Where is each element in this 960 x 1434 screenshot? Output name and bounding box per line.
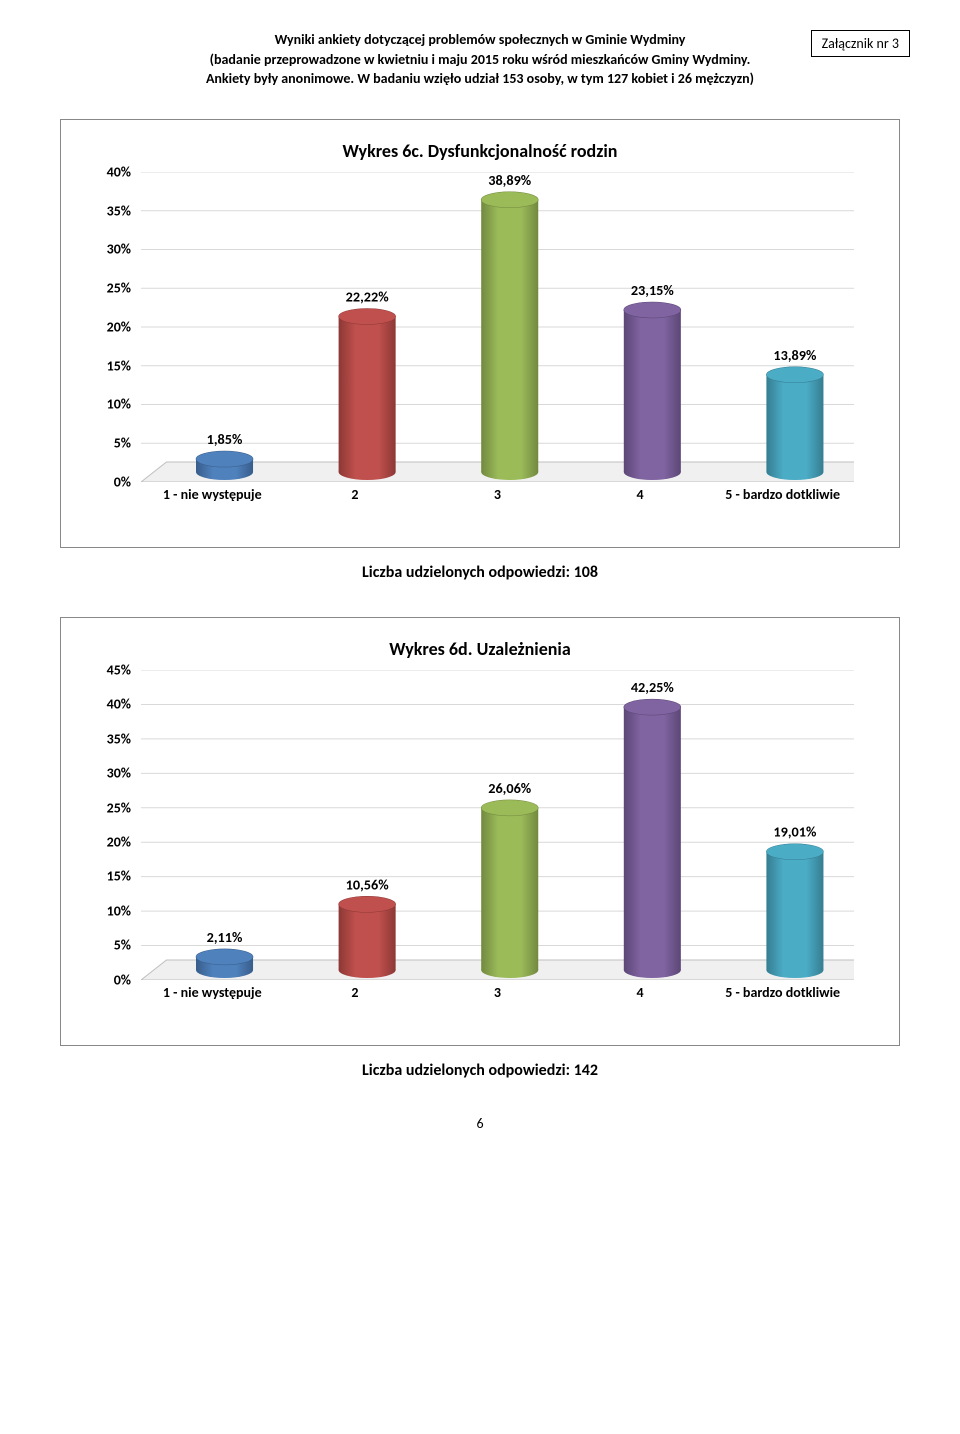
chart-6d-area: 0%5%10%15%20%25%30%35%40%45% 2,11%10,56%… xyxy=(141,670,854,1020)
chart-6d-yaxis: 0%5%10%15%20%25%30%35%40%45% xyxy=(86,670,136,980)
chart-6c-bar xyxy=(766,375,823,472)
chart-6c-title: Wykres 6c. Dysfunkcjonalność rodzin xyxy=(86,140,874,162)
chart-6c-svg: 1,85% 22,22% 38,89% 23,15% 13,89% xyxy=(141,172,854,482)
header-line3: Ankiety były anonimowe. W badaniu wzięło… xyxy=(60,69,900,89)
chart-6d-xlabel: 3 xyxy=(426,980,569,1020)
chart-6d-ytick: 10% xyxy=(107,902,131,919)
chart-6d-xlabel: 4 xyxy=(569,980,712,1020)
chart-6c-ytick: 35% xyxy=(107,202,131,219)
chart-6d-svg: 2,11% 10,56% 26,06% 42,25% 19,01% xyxy=(141,670,854,980)
chart-6c-xlabel: 1 - nie występuje xyxy=(141,482,284,522)
chart-6d-ytick: 45% xyxy=(107,661,131,678)
chart-6c-ytick: 25% xyxy=(107,280,131,297)
page: Wyniki ankiety dotyczącej problemów społ… xyxy=(0,0,960,1162)
appendix-label: Załącznik nr 3 xyxy=(811,30,910,57)
chart-6c-bar xyxy=(339,316,396,472)
chart-6d-bar xyxy=(339,904,396,970)
chart-6c-bar-value: 13,89% xyxy=(773,347,816,364)
chart-6c-xlabel: 2 xyxy=(284,482,427,522)
chart-6c-caption: Liczba udzielonych odpowiedzi: 108 xyxy=(60,563,900,582)
chart-6c-bar-value: 23,15% xyxy=(631,282,674,299)
chart-6c-ytick: 10% xyxy=(107,396,131,413)
chart-6c-xlabel: 3 xyxy=(426,482,569,522)
chart-6d-xlabel: 5 - bardzo dotkliwie xyxy=(711,980,854,1020)
chart-6c-ytick: 5% xyxy=(114,435,131,452)
chart-6d-container: Wykres 6d. Uzależnienia 0% 5% 10% 15% 20% 25%… xyxy=(60,617,900,1046)
chart-6d-xlabel: 1 - nie występuje xyxy=(141,980,284,1020)
header-line2: (badanie przeprowadzone w kwietniu i maj… xyxy=(60,50,900,70)
page-number: 6 xyxy=(60,1115,900,1132)
chart-6d-bar xyxy=(624,707,681,970)
chart-6d-ytick: 5% xyxy=(114,937,131,954)
chart-6c-xaxis: 1 - nie występuje2345 - bardzo dotkliwie xyxy=(141,482,854,522)
chart-6d-bar-value: 2,11% xyxy=(207,929,243,946)
chart-6c-bar-value: 1,85% xyxy=(207,431,243,448)
chart-6c-ytick: 0% xyxy=(114,473,131,490)
chart-6c-area: 0%5%10%15%20%25%30%35%40% 1,85%22,22%38,… xyxy=(141,172,854,522)
chart-6d-ytick: 20% xyxy=(107,834,131,851)
chart-6c-xlabel: 5 - bardzo dotkliwie xyxy=(711,482,854,522)
chart-6c-ytick: 30% xyxy=(107,241,131,258)
chart-6c-bar xyxy=(481,200,538,472)
chart-6c-plot: 1,85% 22,22% 38,89% 23,15% 13,89% xyxy=(141,172,854,482)
chart-6c-bar-value: 22,22% xyxy=(346,288,389,305)
header-text: Wyniki ankiety dotyczącej problemów społ… xyxy=(60,30,900,89)
chart-6c-ytick: 40% xyxy=(107,163,131,180)
chart-6c-yaxis: 0%5%10%15%20%25%30%35%40% xyxy=(86,172,136,482)
chart-6d-bar xyxy=(481,808,538,970)
chart-6d-ytick: 15% xyxy=(107,868,131,885)
chart-6d-ytick: 25% xyxy=(107,799,131,816)
chart-6c-xlabel: 4 xyxy=(569,482,712,522)
chart-6d-bar xyxy=(766,851,823,969)
chart-6d-bar-value: 10,56% xyxy=(346,876,389,893)
chart-6d-xlabel: 2 xyxy=(284,980,427,1020)
document-header: Wyniki ankiety dotyczącej problemów społ… xyxy=(60,30,900,89)
chart-6d-ytick: 40% xyxy=(107,696,131,713)
chart-6c-ytick: 20% xyxy=(107,318,131,335)
chart-6c-bar-value: 38,89% xyxy=(488,172,531,189)
chart-6d-bar-value: 19,01% xyxy=(773,824,816,841)
chart-6d-xaxis: 1 - nie występuje2345 - bardzo dotkliwie xyxy=(141,980,854,1020)
header-line1: Wyniki ankiety dotyczącej problemów społ… xyxy=(60,30,900,50)
chart-6d-ytick: 30% xyxy=(107,765,131,782)
chart-6d-ytick: 0% xyxy=(114,971,131,988)
chart-6c-ytick: 15% xyxy=(107,357,131,374)
chart-6d-plot: 2,11% 10,56% 26,06% 42,25% 19,01% xyxy=(141,670,854,980)
chart-6d-bar-value: 26,06% xyxy=(488,780,531,797)
chart-6d-bar-value: 42,25% xyxy=(631,679,674,696)
chart-6c-container: Wykres 6c. Dysfunkcjonalność rodzin 0% 5%… xyxy=(60,119,900,548)
chart-6d-caption: Liczba udzielonych odpowiedzi: 142 xyxy=(60,1061,900,1080)
chart-6c-bar xyxy=(624,310,681,472)
chart-6d-ytick: 35% xyxy=(107,730,131,747)
chart-6d-title: Wykres 6d. Uzależnienia xyxy=(86,638,874,660)
